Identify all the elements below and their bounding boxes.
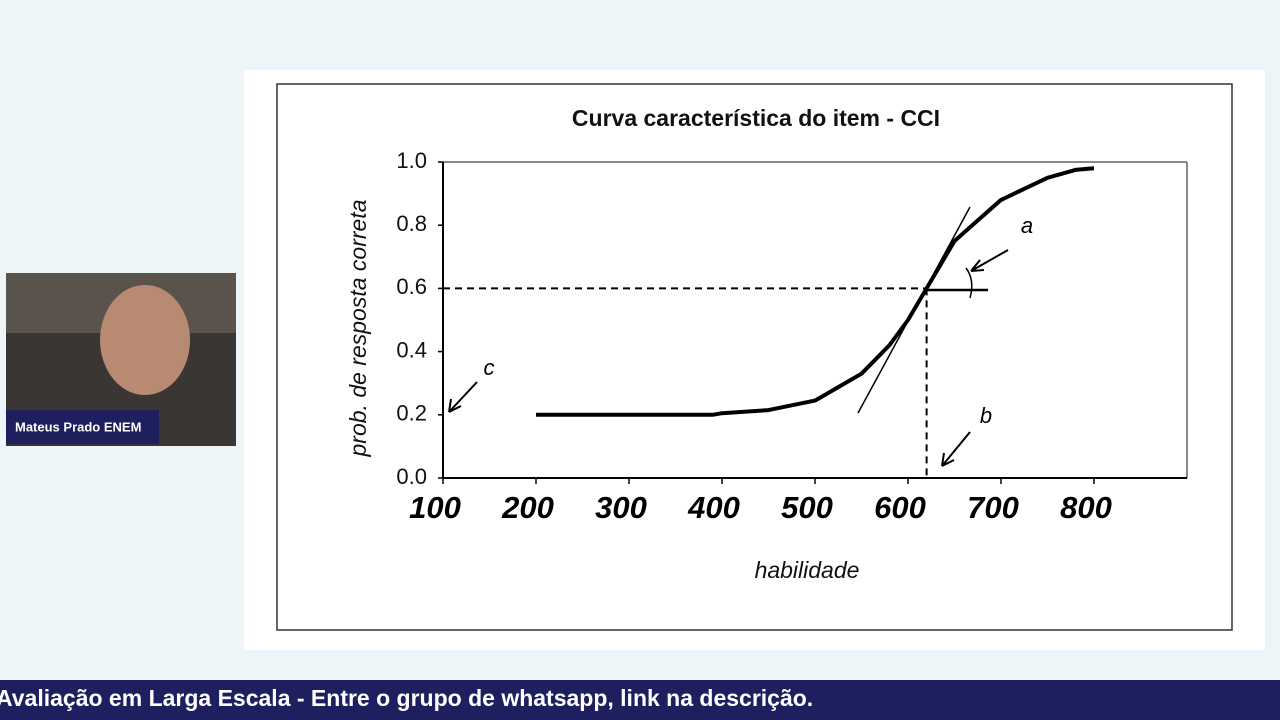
x-tick-label: 600 (874, 490, 926, 525)
x-tick-label: 700 (967, 490, 1019, 525)
ccc-curve (536, 166, 1095, 417)
y-axis-label: prob. de resposta correta (345, 200, 371, 458)
banner-bg (0, 680, 1280, 720)
y-tick-label: 1.0 (396, 148, 427, 173)
x-tick-label: 500 (781, 490, 833, 525)
arrow-a (970, 249, 1009, 272)
y-tick-label: 0.8 (396, 211, 427, 236)
y-tick-label: 0.2 (396, 401, 427, 426)
webcam-name-bg (6, 410, 159, 444)
annotation: c (484, 355, 495, 380)
y-tick-label: 0.4 (396, 337, 427, 362)
arrow-c (448, 381, 478, 413)
x-tick-label: 100 (409, 490, 461, 525)
annotation: a (1021, 213, 1033, 238)
banner-text: Avaliação em Larga Escala - Entre o grup… (0, 685, 813, 711)
y-tick-label: 0.0 (396, 464, 427, 489)
annotation: b (980, 403, 992, 428)
face (100, 285, 190, 395)
y-tick-label: 0.6 (396, 274, 427, 299)
angle-arc (965, 267, 973, 299)
arrow-b (941, 431, 971, 467)
arrows (448, 249, 1009, 467)
chart-title: Curva característica do item - CCI (572, 105, 940, 131)
x-tick-label: 800 (1060, 490, 1112, 525)
x-tick-label: 200 (501, 490, 554, 525)
x-tick-label: 300 (595, 490, 647, 525)
chart-frame (276, 83, 1233, 631)
x-tick-label: 400 (687, 490, 740, 525)
webcam-name: Mateus Prado ENEM (15, 419, 141, 434)
x-axis-label: habilidade (755, 557, 860, 583)
